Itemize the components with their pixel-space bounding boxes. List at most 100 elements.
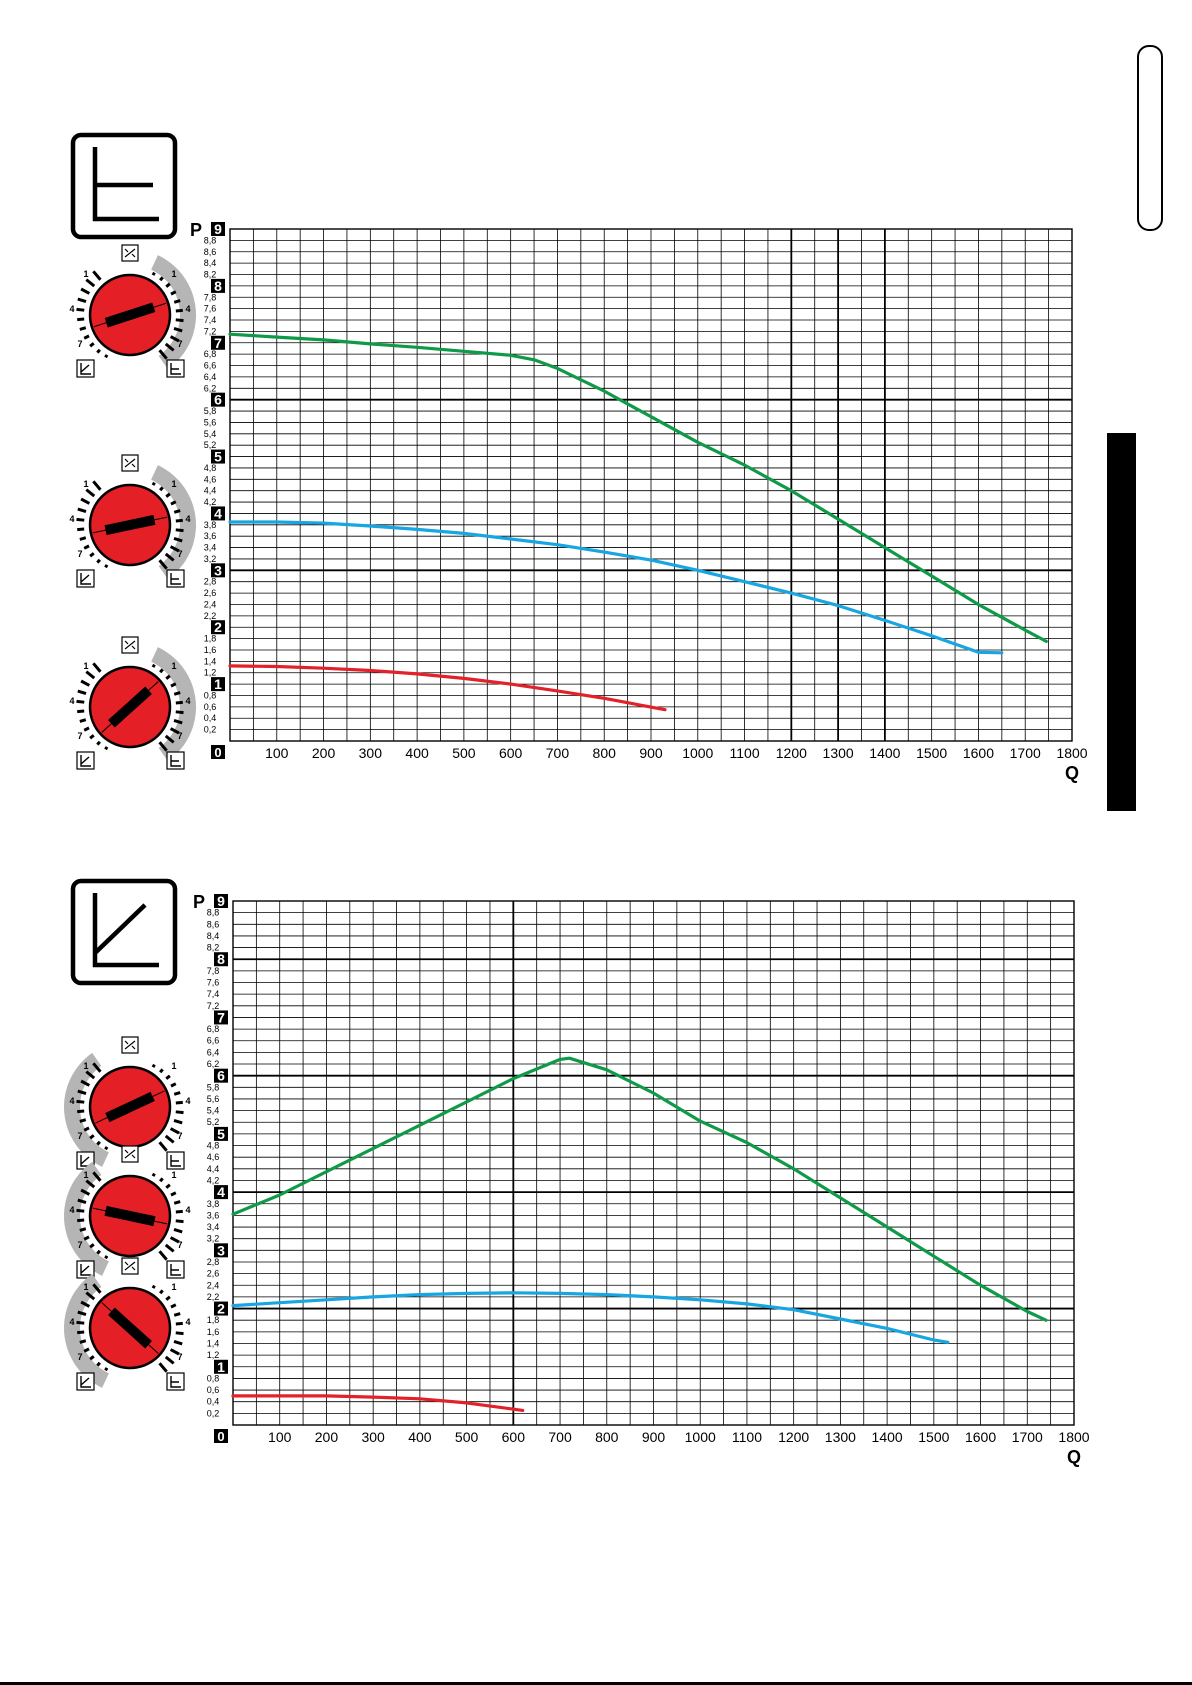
y-major-tick-box: [214, 1126, 228, 1141]
x-tick-label: 1000: [682, 745, 713, 761]
y-minor-tick-label: 8,2: [204, 270, 217, 280]
knob-scale-dash: [151, 481, 156, 486]
y-minor-tick-label: 8,2: [207, 943, 220, 953]
knob-scale-dash: [85, 1179, 96, 1189]
knob-scale-dash: [175, 1321, 183, 1326]
knob-scale-dash: [175, 1331, 184, 1336]
knob-pointer: [92, 1205, 168, 1227]
knob-scale-dash: [165, 492, 171, 498]
knob-scale-label: 7: [177, 1240, 182, 1250]
knob-scale-dash: [173, 327, 183, 333]
series-line-blue: [231, 1291, 950, 1344]
x-tick-label: 1300: [823, 745, 854, 761]
mode-knob-red: 1 4 7 1 4 7: [69, 636, 196, 770]
knob-scale-label: 7: [177, 549, 182, 559]
y-minor-tick-label: 4,2: [207, 1175, 220, 1185]
y-minor-tick-label: 6,4: [207, 1047, 220, 1057]
x-tick-label: 700: [548, 1429, 572, 1445]
knob-scale-dash: [77, 507, 87, 513]
knob-scale-dash: [83, 1235, 90, 1241]
knob-scale-dash: [89, 552, 95, 558]
knob-scale-dash: [77, 1198, 87, 1204]
knob-scale-dash: [173, 1228, 183, 1234]
knob-scale-dash: [173, 1119, 183, 1125]
y-minor-tick-label: 2,2: [207, 1292, 220, 1302]
proportional-curve-mode-icon: [70, 878, 178, 986]
knob-scale-dash: [79, 1339, 87, 1344]
knob-pointer: [101, 1302, 159, 1354]
x-tick-label: 400: [405, 745, 429, 761]
y-major-tick-box: [214, 1301, 228, 1316]
knob-scale-dash: [169, 545, 180, 553]
y-minor-tick-label: 6,8: [207, 1024, 220, 1034]
air-vent-icon: [121, 454, 139, 472]
knob-scale-dash: [79, 536, 87, 541]
y-major-tick-box: [214, 1359, 228, 1374]
knob-scale-label: 4: [185, 514, 190, 524]
knob-scale-dash: [158, 349, 168, 360]
knob-scale-label: 1: [83, 1282, 88, 1292]
knob-scale-dash: [104, 354, 109, 359]
air-vent-icon: [121, 636, 139, 654]
y-minor-tick-label: 5,4: [204, 429, 217, 439]
y-major-tick-label: 2: [214, 619, 222, 635]
knob-scale-dash: [92, 270, 102, 281]
y-major-tick-label: 7: [217, 1009, 225, 1025]
x-tick-label: 1700: [1012, 1429, 1043, 1445]
y-minor-tick-label: 3,6: [204, 531, 217, 541]
knob-scale-dash: [83, 544, 90, 550]
y-axis-labels: 9876543218,88,68,48,27,87,67,47,26,86,66…: [207, 893, 228, 1444]
y-major-tick-label: 5: [217, 1126, 225, 1142]
knob-scale-dash: [96, 348, 101, 354]
knob-scale-dash: [175, 518, 183, 523]
y-minor-tick-label: 1,4: [204, 656, 217, 666]
y-major-tick-box: [214, 894, 228, 908]
knob-scale-dash: [159, 668, 164, 674]
mode-knob-green: 1 4 7 1 4 7: [69, 244, 196, 378]
knob-scale-dash: [175, 710, 184, 715]
bottom-rule: [0, 1682, 1192, 1685]
knob-scale-dash: [169, 1236, 180, 1244]
knob-scale-dash: [80, 679, 91, 687]
knob-scale-dash: [175, 700, 183, 705]
y-minor-tick-label: 1,6: [204, 645, 217, 655]
x-tick-label: 1000: [685, 1429, 716, 1445]
x-axis-label: Q: [1067, 1447, 1081, 1467]
knob-scale-dash: [77, 709, 85, 714]
series-group: [231, 1056, 1048, 1412]
y-major-tick-box: [211, 620, 225, 635]
knob-scale-dash: [104, 1255, 109, 1260]
y-major-tick-label: 8: [217, 951, 225, 967]
proportional-curve-mode-icon-small: [76, 751, 95, 770]
y-major-tick-label: 5: [214, 449, 222, 465]
x-tick-label: 1400: [869, 745, 900, 761]
x-tick-label: 600: [499, 745, 523, 761]
knob-scale-label: 1: [171, 1282, 176, 1292]
knob-scale-dash: [151, 1172, 156, 1177]
knob-scale-dash: [77, 1089, 87, 1095]
knob-scale-label: 1: [171, 1061, 176, 1071]
knob-grey-band: [151, 465, 196, 580]
knob-scale-dash: [159, 1068, 164, 1074]
x-tick-label: 1800: [1058, 1429, 1089, 1445]
knob-scale-dash: [158, 1250, 168, 1261]
knob-scale-dash: [169, 1348, 180, 1356]
series-line-red: [228, 664, 667, 712]
knob-scale-label: 7: [177, 1352, 182, 1362]
flat-curve-mode-icon-small: [166, 1151, 185, 1170]
y-minor-tick-label: 1,4: [207, 1338, 220, 1348]
x-tick-label: 1600: [963, 745, 994, 761]
knob-scale-label: 4: [69, 1317, 74, 1327]
knob-scale-label: 7: [77, 731, 82, 741]
y-minor-tick-label: 7,2: [204, 326, 217, 336]
y-minor-tick-label: 7,6: [207, 978, 220, 988]
y-minor-tick-label: 0,8: [207, 1373, 220, 1383]
y-minor-tick-label: 4,2: [204, 497, 217, 507]
mode-knob-red: 1 4 7 1 4 7: [64, 1257, 191, 1391]
knob-scale-dash: [164, 1355, 175, 1365]
knob-scale-label: 1: [83, 1061, 88, 1071]
knob-scale-dash: [96, 1140, 101, 1146]
y-major-tick-box: [211, 563, 225, 578]
y-minor-tick-label: 2,6: [207, 1269, 220, 1279]
y-major-tick-label: 2: [217, 1301, 225, 1317]
